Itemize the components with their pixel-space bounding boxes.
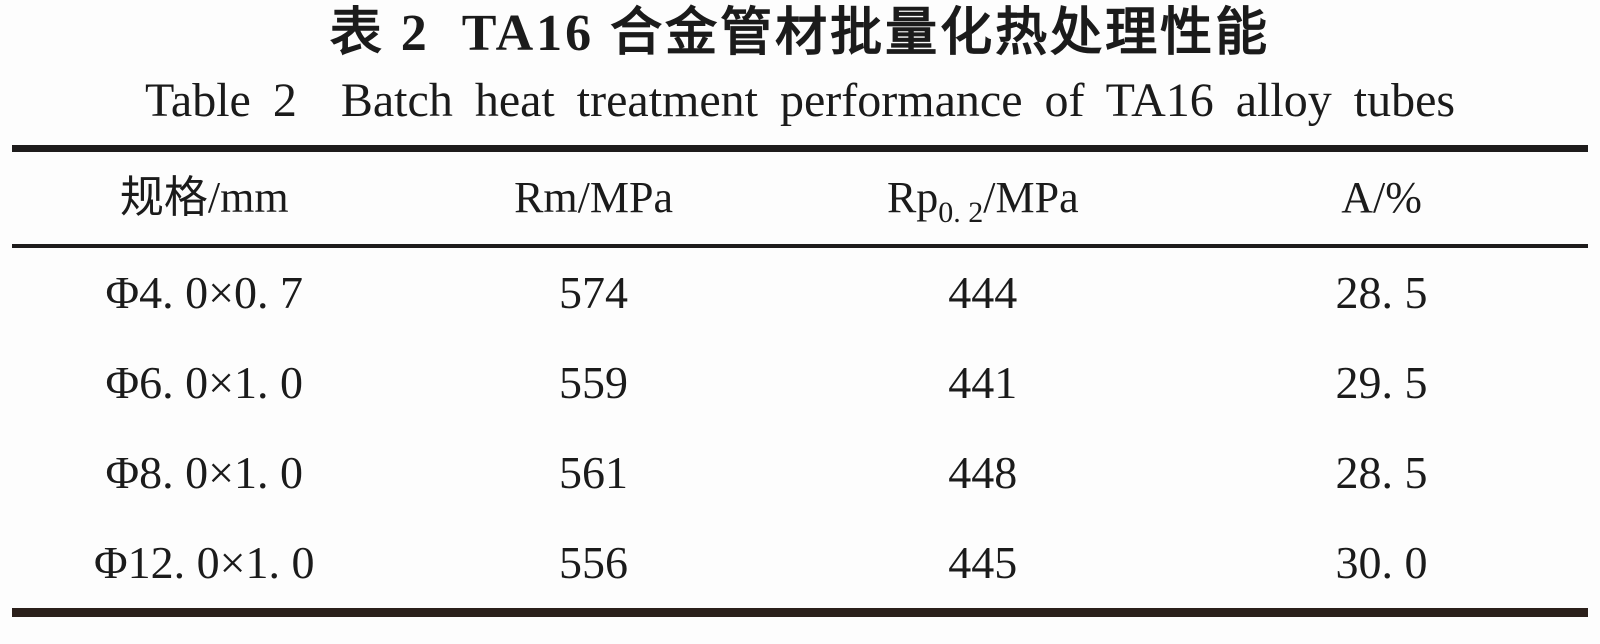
data-table: 规格/mm Rm/MPa Rp0. 2/MPa A/% Φ4. 0×0. 7 5… [12, 145, 1588, 618]
column-header-a: A/% [1341, 173, 1422, 223]
cell-spec: Φ12. 0×1. 0 [93, 537, 315, 589]
column-header-spec: 规格/mm [119, 173, 289, 223]
table-row: Φ8. 0×1. 0 561 448 28. 5 [12, 428, 1588, 518]
cell-rp02: 448 [948, 447, 1018, 499]
cell-spec: Φ4. 0×0. 7 [105, 267, 304, 319]
rp-label-prefix: Rp [886, 173, 939, 223]
cell-a: 30. 0 [1335, 537, 1428, 589]
cell-rm: 561 [559, 447, 629, 499]
cell-a: 29. 5 [1335, 357, 1428, 409]
cell-a: 28. 5 [1335, 267, 1428, 319]
column-header-rp02: Rp0. 2/MPa [791, 173, 1176, 228]
cell-spec: Φ6. 0×1. 0 [105, 357, 304, 409]
table-header-row: 规格/mm Rm/MPa Rp0. 2/MPa A/% [12, 152, 1588, 244]
table-caption-english: Table 2 Batch heat treatment performance… [144, 73, 1456, 127]
table-caption-chinese: 表 2 TA16 合金管材批量化热处理性能 [329, 5, 1271, 62]
cell-rp02: 445 [948, 537, 1018, 589]
table-bottom-rule [12, 608, 1588, 618]
rp-label-suffix: /MPa [983, 173, 1079, 223]
header-separator-rule [12, 244, 1588, 249]
cell-rm: 559 [559, 357, 629, 409]
cell-a: 28. 5 [1335, 447, 1428, 499]
table-body: Φ4. 0×0. 7 574 444 28. 5 Φ6. 0×1. 0 559 … [12, 248, 1588, 608]
cell-rp02: 444 [948, 267, 1018, 319]
table-row: Φ4. 0×0. 7 574 444 28. 5 [12, 248, 1588, 338]
column-header-rm: Rm/MPa [514, 173, 673, 223]
table-top-rule [12, 145, 1588, 153]
table-row: Φ12. 0×1. 0 556 445 30. 0 [12, 518, 1588, 608]
cell-rm: 556 [559, 537, 629, 589]
table-row: Φ6. 0×1. 0 559 441 29. 5 [12, 338, 1588, 428]
cell-rm: 574 [559, 267, 629, 319]
rp-label-subscript: 0. 2 [938, 196, 984, 230]
cell-rp02: 441 [948, 357, 1018, 409]
cell-spec: Φ8. 0×1. 0 [105, 447, 304, 499]
